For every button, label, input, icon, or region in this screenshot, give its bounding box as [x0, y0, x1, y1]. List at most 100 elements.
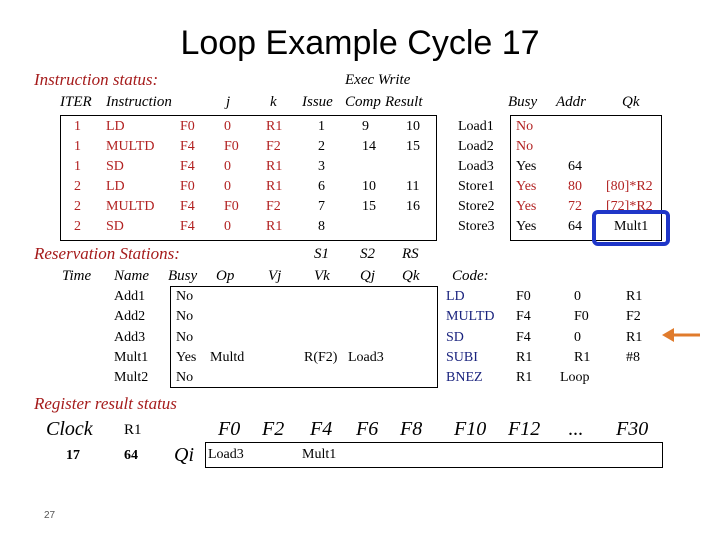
instr-comp-cell: 15	[362, 199, 376, 214]
instr-k-cell: F2	[266, 139, 281, 154]
instruction-status-table	[60, 115, 437, 241]
r1-label: R1	[124, 422, 142, 438]
code-op: BNEZ	[446, 370, 483, 385]
clock-label: Clock	[46, 418, 93, 440]
instr-result-cell: 10	[406, 119, 420, 134]
buffer-addr-cell: 72	[568, 199, 582, 214]
instr-j-cell: 0	[224, 219, 231, 234]
header-issue: Issue	[302, 94, 333, 110]
instr-issue-cell: 2	[318, 139, 325, 154]
code-arg-a: F0	[516, 289, 531, 304]
code-arg-b: Loop	[560, 370, 590, 385]
header-qj: Qj	[360, 268, 375, 284]
instr-op-cell: LD	[106, 119, 125, 134]
rs-busy-cell: No	[176, 330, 194, 345]
buffer-qk-cell: Mult1	[614, 219, 649, 234]
buffer-name: Load1	[458, 119, 494, 134]
buffer-addr-cell: 80	[568, 179, 582, 194]
register-qi-row	[205, 442, 663, 468]
instr-k-cell: F2	[266, 199, 281, 214]
instr-dst-cell: F0	[180, 179, 195, 194]
rs-busy-cell: No	[176, 370, 194, 385]
load-store-table	[510, 115, 662, 241]
header-j: j	[226, 94, 231, 110]
instr-dst-cell: F4	[180, 159, 195, 174]
instr-iter-cell: 2	[74, 179, 81, 194]
current-instruction-arrow-icon	[662, 328, 700, 342]
instr-op-cell: SD	[106, 219, 124, 234]
header-name: Name	[114, 268, 149, 284]
instruction-status-label: Instruction status:	[34, 70, 159, 89]
buffer-qk-cell: [80]*R2	[606, 179, 653, 194]
buffer-busy-cell: Yes	[516, 219, 537, 234]
code-op: LD	[446, 289, 465, 304]
register-f10: F10	[454, 418, 487, 440]
slide-title: Loop Example Cycle 17	[180, 24, 540, 62]
rs-op-cell: Multd	[210, 350, 245, 365]
instr-op-cell: MULTD	[106, 139, 155, 154]
instr-result-cell: 11	[406, 179, 420, 194]
instr-k-cell: R1	[266, 159, 283, 174]
buffer-name: Load3	[458, 159, 494, 174]
rs-name: Add3	[114, 330, 146, 345]
code-arg-b: R1	[574, 350, 591, 365]
instr-dst-cell: F4	[180, 199, 195, 214]
register-f8: F8	[400, 418, 423, 440]
buffer-busy-cell: No	[516, 139, 534, 154]
code-arg-b: F0	[574, 309, 589, 324]
rs-name: Add1	[114, 289, 146, 304]
reservation-stations-table	[170, 286, 438, 388]
header-iter: ITER	[60, 94, 92, 110]
exec-write-label: Exec Write	[345, 72, 411, 88]
highlight-box	[592, 210, 670, 246]
code-label: Code:	[452, 268, 489, 284]
code-arg-a: R1	[516, 370, 533, 385]
code-arg-b: 0	[574, 330, 581, 345]
header-vj: Vj	[268, 268, 282, 284]
instr-comp-cell: 9	[362, 119, 369, 134]
instr-comp-cell: 14	[362, 139, 376, 154]
instr-op-cell: LD	[106, 179, 125, 194]
instr-j-cell: F0	[224, 139, 239, 154]
instr-j-cell: 0	[224, 119, 231, 134]
register-ellipsis: ...	[568, 418, 583, 440]
header-busy: Busy	[508, 94, 538, 110]
instr-iter-cell: 1	[74, 159, 81, 174]
register-f2: F2	[262, 418, 285, 440]
code-arg-c: #8	[626, 350, 640, 365]
buffer-name: Load2	[458, 139, 494, 154]
rs-name: Add2	[114, 309, 146, 324]
buffer-busy-cell: Yes	[516, 199, 537, 214]
rs-name: Mult1	[114, 350, 149, 365]
instr-dst-cell: F0	[180, 119, 195, 134]
instr-op-cell: MULTD	[106, 199, 155, 214]
register-f6: F6	[356, 418, 379, 440]
header-rs: RS	[402, 246, 419, 262]
instr-j-cell: F0	[224, 199, 239, 214]
buffer-busy-cell: Yes	[516, 179, 537, 194]
instr-issue-cell: 3	[318, 159, 325, 174]
instr-j-cell: 0	[224, 159, 231, 174]
header-comp: Comp	[345, 94, 381, 110]
instr-issue-cell: 6	[318, 179, 325, 194]
instr-iter-cell: 1	[74, 139, 81, 154]
reservation-stations-label: Reservation Stations:	[34, 244, 180, 263]
rs-name: Mult2	[114, 370, 149, 385]
instr-result-cell: 15	[406, 139, 420, 154]
buffer-addr-cell: 64	[568, 159, 582, 174]
header-op: Op	[216, 268, 235, 284]
code-arg-a: F4	[516, 330, 531, 345]
instr-k-cell: R1	[266, 219, 283, 234]
instr-k-cell: R1	[266, 179, 283, 194]
code-op: SUBI	[446, 350, 478, 365]
code-arg-b: 0	[574, 289, 581, 304]
header-rs-qk: Qk	[402, 268, 420, 284]
instr-comp-cell: 10	[362, 179, 376, 194]
clock-value: 17	[66, 448, 80, 463]
buffer-busy-cell: No	[516, 119, 534, 134]
buffer-name: Store2	[458, 199, 495, 214]
register-qi-cell: Load3	[208, 447, 244, 462]
rs-busy-cell: No	[176, 309, 194, 324]
register-f30: F30	[616, 418, 649, 440]
header-qk: Qk	[622, 94, 640, 110]
